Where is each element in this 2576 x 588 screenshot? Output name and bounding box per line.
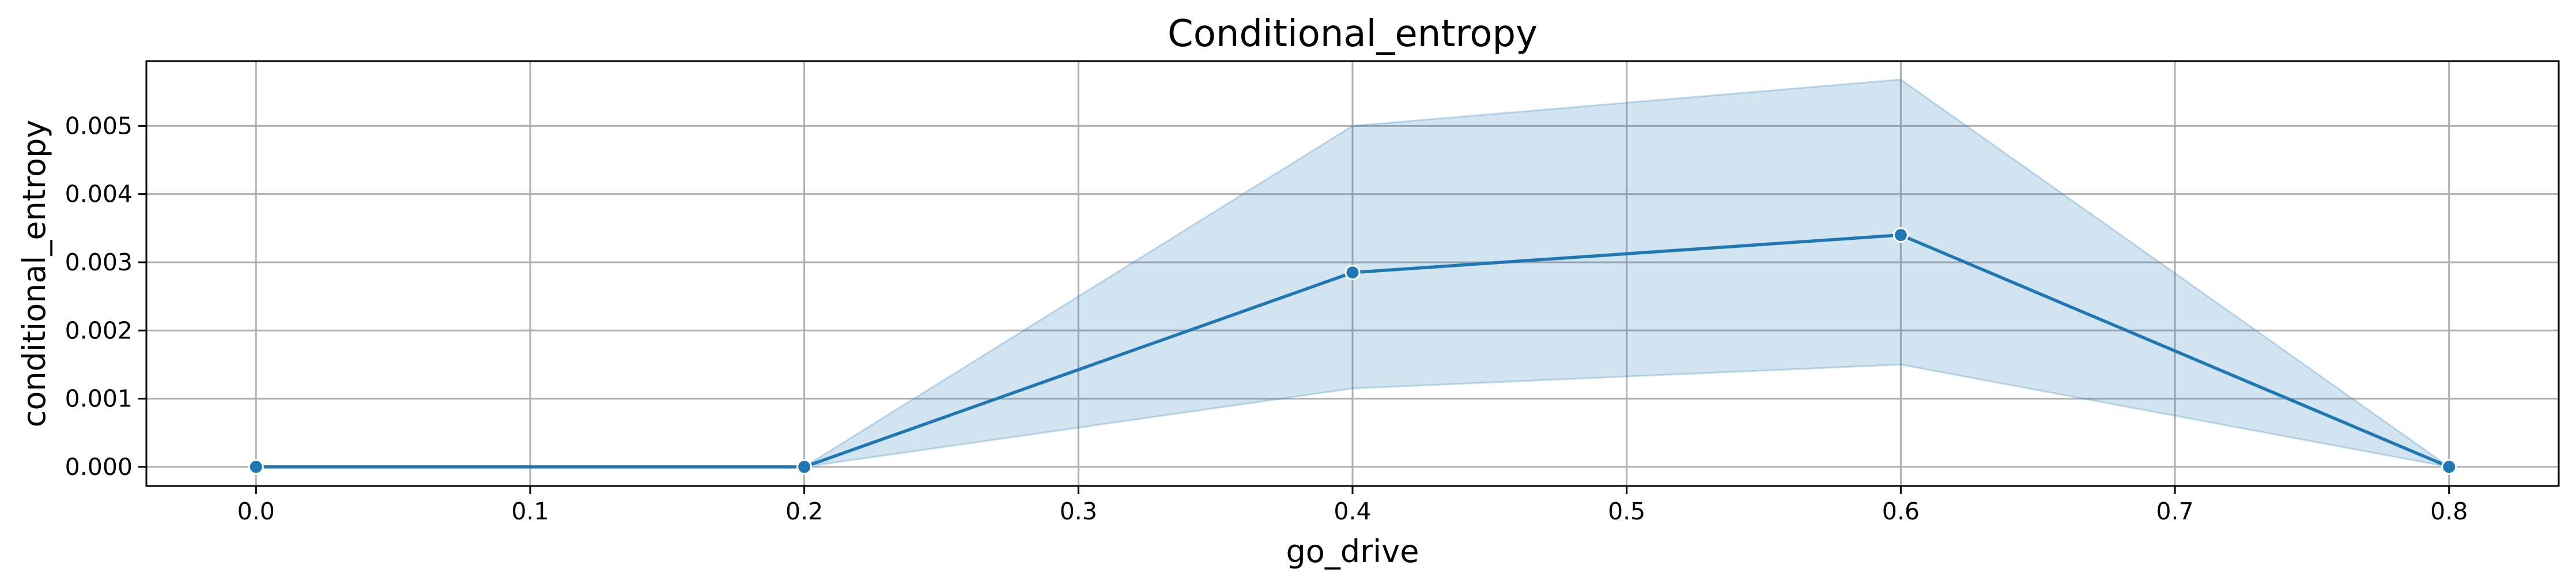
series-point-layer (248, 227, 2457, 475)
y-tick-label: 0.003 (65, 248, 133, 276)
x-tick-label: 0.0 (237, 497, 275, 525)
data-point (1893, 227, 1909, 243)
y-tick-label: 0.005 (65, 112, 133, 140)
y-tick-label: 0.002 (65, 316, 133, 344)
y-tick-label: 0.004 (65, 180, 133, 208)
x-tick-label: 0.6 (1882, 497, 1920, 525)
grid-layer (146, 61, 2559, 486)
chart-title: Conditional_entropy (1168, 13, 1538, 55)
y-axis-label: conditional_entropy (16, 120, 52, 428)
x-tick-label: 0.3 (1060, 497, 1097, 525)
x-tick-label: 0.5 (1608, 497, 1645, 525)
x-tick-label: 0.8 (2430, 497, 2468, 525)
x-tick-label: 0.2 (785, 497, 823, 525)
x-axis-ticks: 0.0 0.1 0.2 0.3 0.4 0.5 0.6 0.7 0.8 (237, 486, 2468, 525)
y-tick-label: 0.001 (65, 385, 133, 413)
data-point (796, 459, 813, 475)
data-point (1344, 265, 1361, 281)
x-tick-label: 0.4 (1334, 497, 1371, 525)
data-point (248, 459, 264, 475)
y-axis-ticks: 0.000 0.001 0.002 0.003 0.004 0.005 (65, 112, 146, 481)
data-point (2441, 459, 2457, 475)
x-tick-label: 0.7 (2156, 497, 2193, 525)
y-tick-label: 0.000 (65, 453, 133, 481)
x-tick-label: 0.1 (511, 497, 549, 525)
x-axis-label: go_drive (1286, 533, 1419, 570)
